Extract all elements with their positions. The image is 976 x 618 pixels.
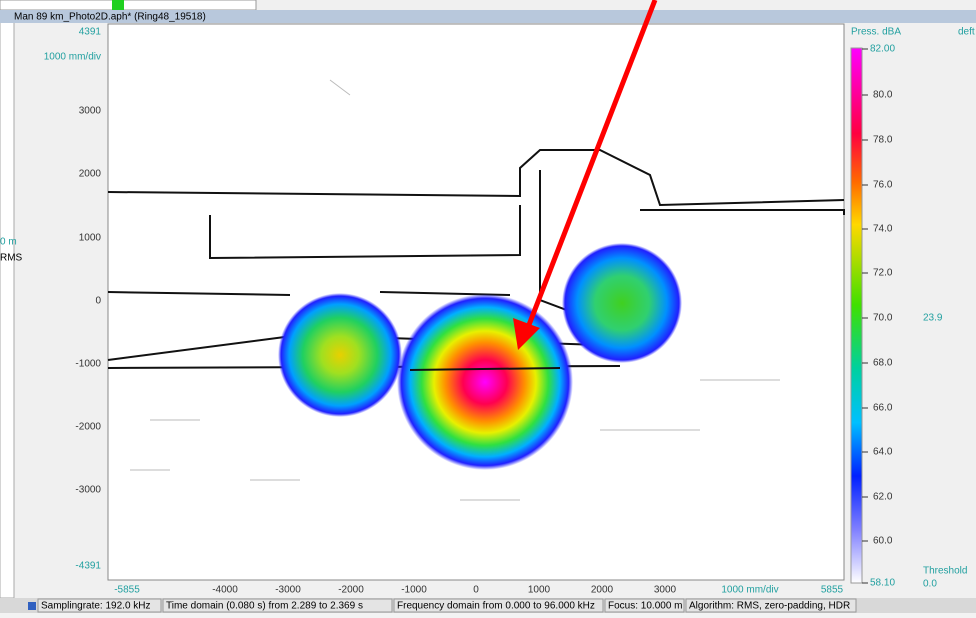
colorbar-label: 70.0 bbox=[873, 313, 893, 324]
y-tick-label: -1000 bbox=[75, 359, 101, 370]
x-tick-label: 5855 bbox=[821, 585, 844, 596]
top-panel bbox=[0, 0, 257, 11]
status-text: Algorithm: RMS, zero-padding, HDR bbox=[689, 601, 850, 612]
status-text: Time domain (0.080 s) from 2.289 to 2.36… bbox=[166, 601, 363, 612]
x-tick-label: 0 bbox=[473, 585, 479, 596]
sound-source bbox=[562, 243, 682, 363]
lock-icon bbox=[28, 602, 36, 610]
title-bar bbox=[0, 10, 976, 23]
colorbar-label: 74.0 bbox=[873, 224, 893, 235]
x-tick-label: -4000 bbox=[212, 585, 238, 596]
y-tick-label: -2000 bbox=[75, 422, 101, 433]
colorbar-label: 82.00 bbox=[870, 44, 895, 55]
colorbar-label: 58.10 bbox=[870, 578, 895, 589]
colorbar-label: 62.0 bbox=[873, 492, 893, 503]
side-label: 0 m bbox=[0, 237, 17, 248]
indicator bbox=[112, 0, 124, 10]
outline bbox=[409, 367, 561, 371]
window-title: Man 89 km_Photo2D.aph* (Ring48_19518) bbox=[14, 12, 206, 23]
sound-source bbox=[397, 294, 573, 470]
x-tick-label: 3000 bbox=[654, 585, 677, 596]
x-scale: 1000 mm/div bbox=[721, 585, 778, 596]
outline bbox=[107, 149, 845, 207]
arrow-head bbox=[513, 318, 540, 350]
colorbar-label: 68.0 bbox=[873, 358, 893, 369]
x-tick-label: 2000 bbox=[591, 585, 614, 596]
colorbar-label: 60.0 bbox=[873, 536, 893, 547]
status-cell bbox=[37, 598, 162, 613]
status-text: Frequency domain from 0.000 to 96.000 kH… bbox=[397, 601, 595, 612]
x-tick-label: -1000 bbox=[401, 585, 427, 596]
x-tick-label: -5855 bbox=[114, 585, 140, 596]
outline bbox=[130, 79, 780, 501]
y-tick-label: -4391 bbox=[75, 561, 101, 572]
colorbar-label: 76.0 bbox=[873, 180, 893, 191]
x-tick-label: 1000 bbox=[528, 585, 551, 596]
left-panel bbox=[0, 21, 15, 599]
status-text: Samplingrate: 192.0 kHz bbox=[41, 601, 151, 612]
side-label: RMS bbox=[0, 253, 23, 264]
status-cell bbox=[604, 598, 685, 613]
threshold-value: 0.0 bbox=[923, 579, 937, 590]
colorbar-label: 66.0 bbox=[873, 403, 893, 414]
threshold-label: Threshold bbox=[923, 566, 967, 577]
status-cell bbox=[685, 598, 857, 613]
colorbar-label: 72.0 bbox=[873, 268, 893, 279]
panel-value: 23.9 bbox=[923, 313, 943, 324]
y-tick-label: 0 bbox=[95, 296, 101, 307]
x-tick-label: -2000 bbox=[338, 585, 364, 596]
y-scale: 1000 mm/div bbox=[44, 52, 101, 63]
colorbar bbox=[850, 47, 863, 584]
panel-header: deft bbox=[958, 27, 975, 38]
status-cell bbox=[162, 598, 393, 613]
y-tick-label: 2000 bbox=[79, 169, 102, 180]
y-tick-label: -3000 bbox=[75, 485, 101, 496]
y-tick-label: 1000 bbox=[79, 233, 102, 244]
colorbar-title: Press. dBA bbox=[851, 27, 901, 38]
y-tick-label: 3000 bbox=[79, 106, 102, 117]
y-tick-label: 4391 bbox=[79, 27, 102, 38]
colorbar-label: 64.0 bbox=[873, 447, 893, 458]
x-tick-label: -3000 bbox=[275, 585, 301, 596]
status-text: Focus: 10.000 m bbox=[608, 601, 682, 612]
status-cell bbox=[393, 598, 604, 613]
colorbar-label: 80.0 bbox=[873, 90, 893, 101]
colorbar-label: 78.0 bbox=[873, 135, 893, 146]
image-texture bbox=[130, 79, 780, 501]
annotation-arrow bbox=[524, 0, 658, 331]
sound-source bbox=[278, 293, 402, 417]
